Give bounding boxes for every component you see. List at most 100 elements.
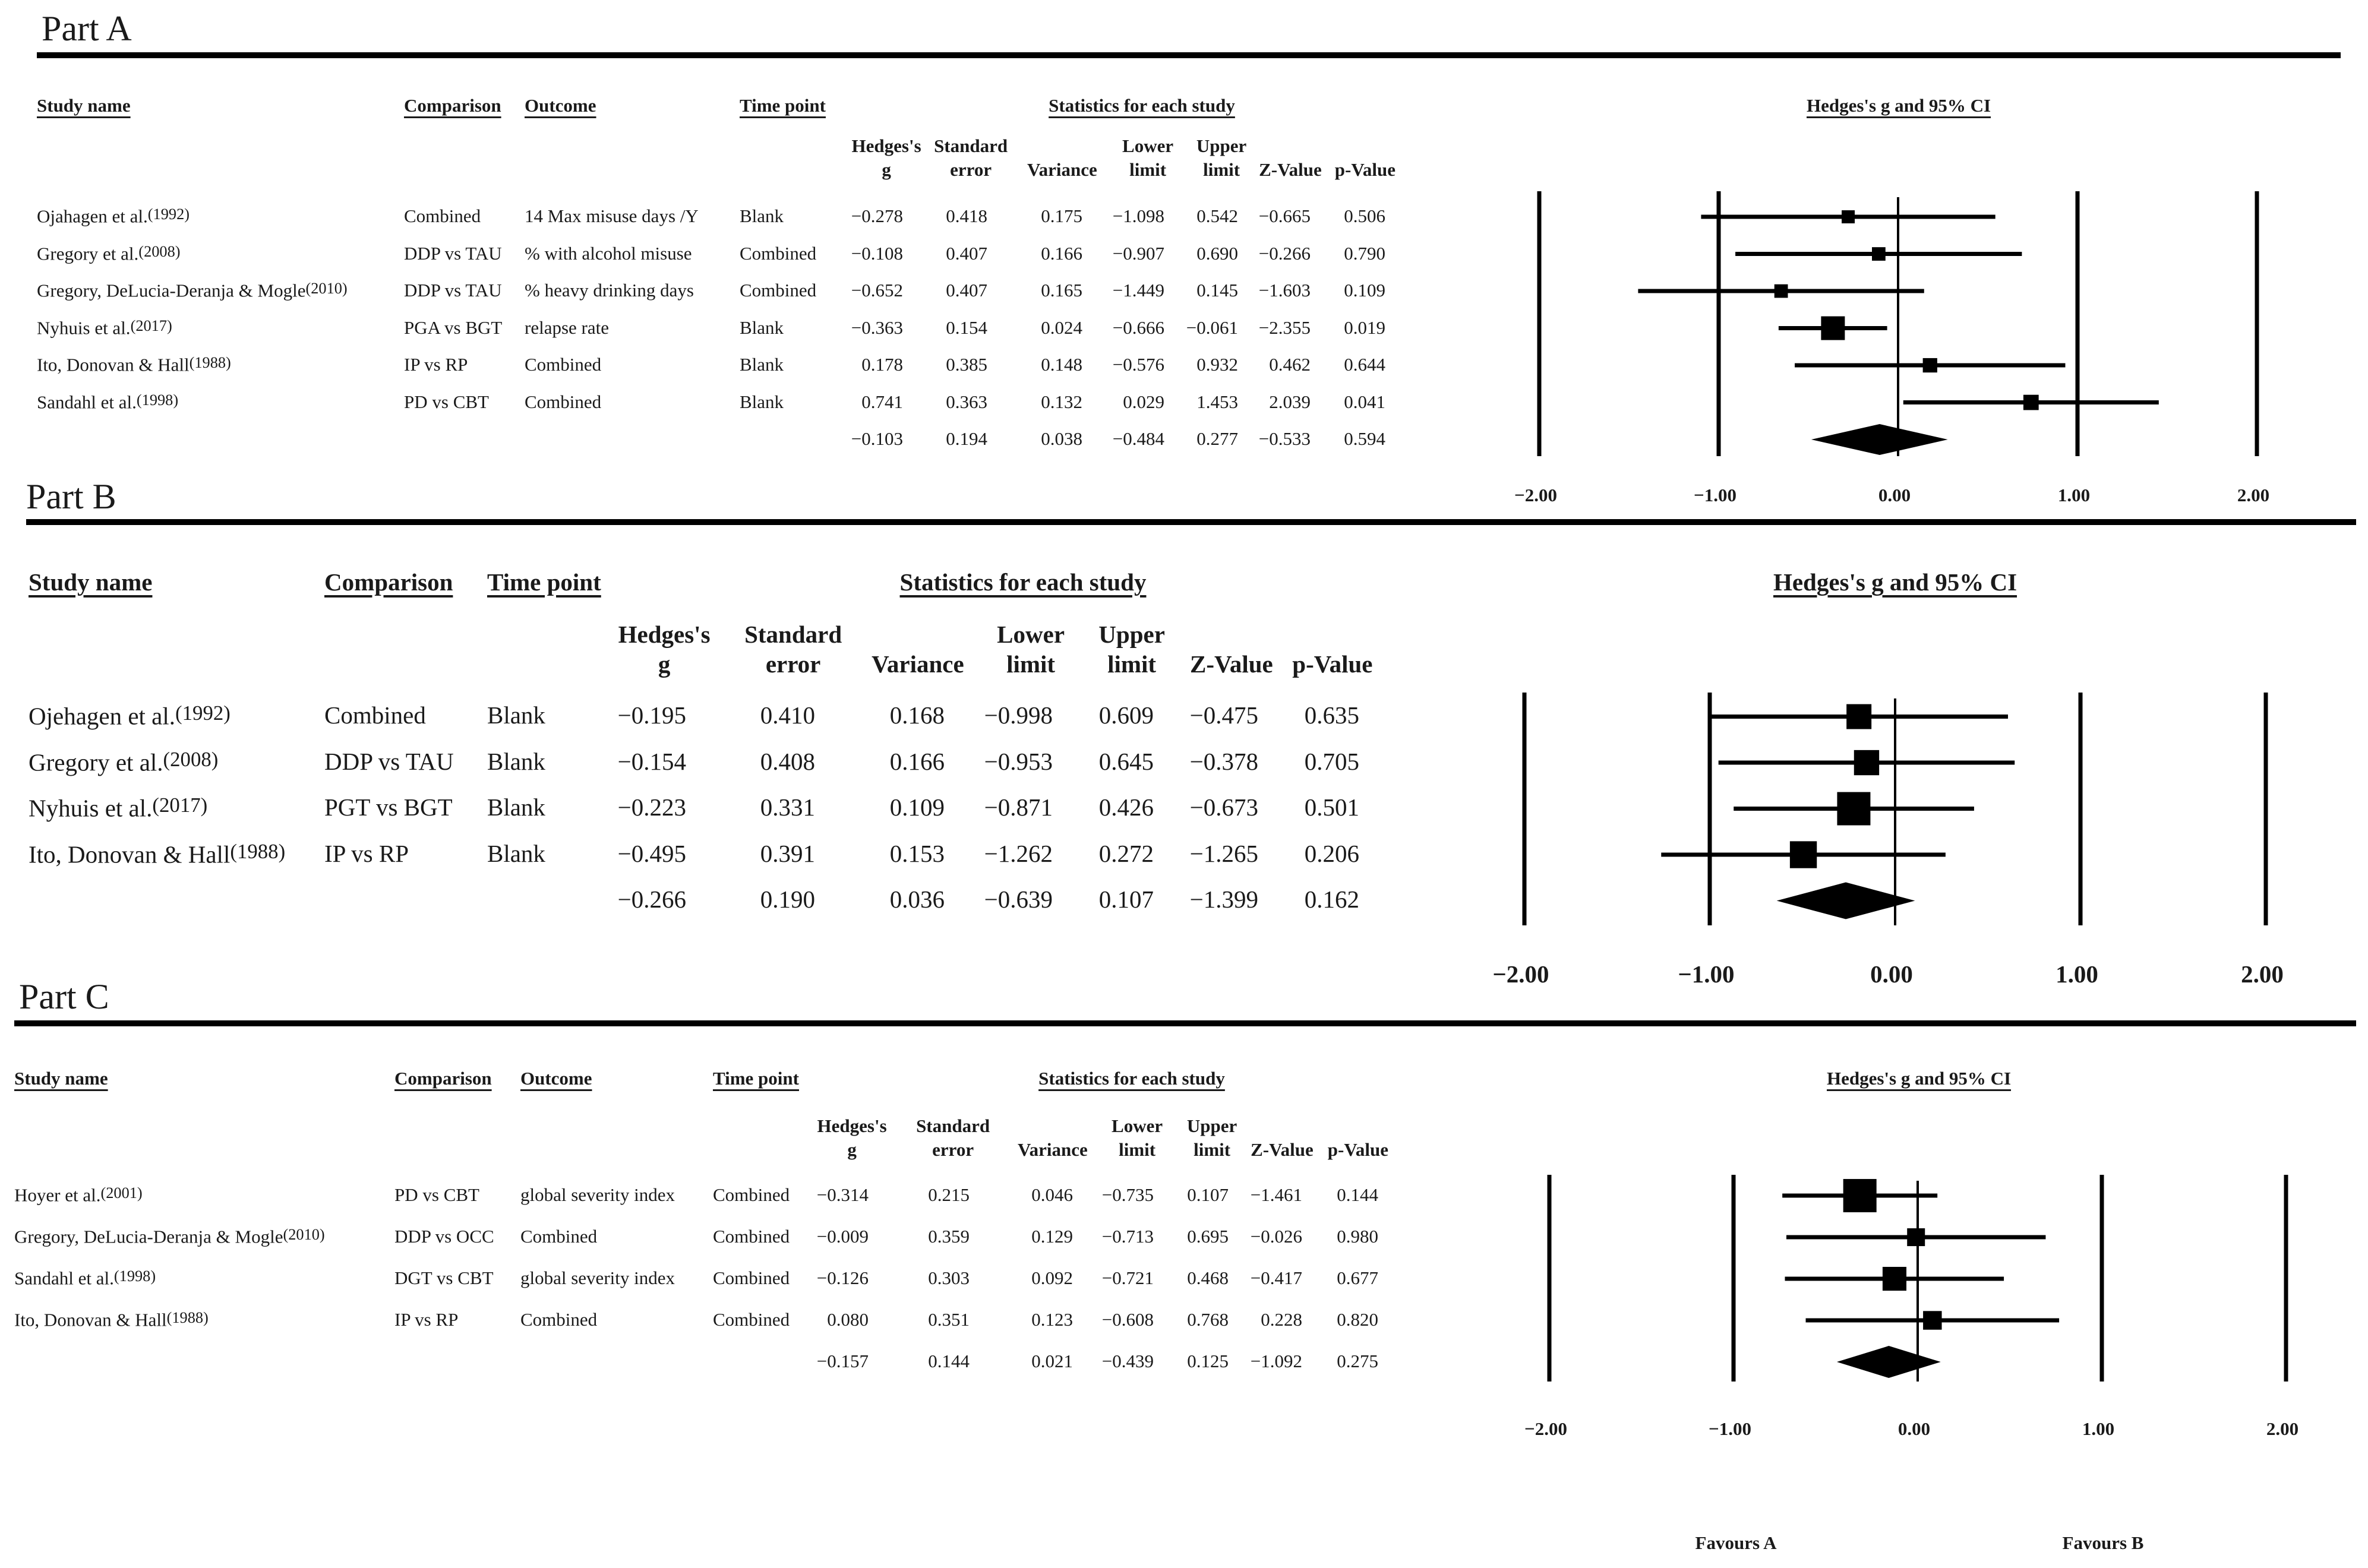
part-b-row-var: 0.166 xyxy=(889,747,945,775)
part-a-row-g: −0.108 xyxy=(851,242,903,264)
part-c-tick-label: 0.00 xyxy=(1897,1418,1931,1439)
part-a-title: Part A xyxy=(42,9,132,48)
study-year-text: (1988) xyxy=(189,354,231,371)
part-c-summary-upper: 0.125 xyxy=(1187,1351,1229,1371)
part-c-point-marker xyxy=(1923,1311,1942,1330)
part-a-row-comparison: PGA vs BGT xyxy=(404,317,503,338)
part-a-header-hedges-ci: Hedges's g and 95% CI xyxy=(1806,95,1991,116)
study-year-text: (2008) xyxy=(138,242,181,260)
study-year-text: (1998) xyxy=(136,391,179,409)
part-b-header-study: Study name xyxy=(29,568,153,596)
part-c-title: Part C xyxy=(19,977,109,1016)
part-b-subheader-se-line2: error xyxy=(765,650,821,678)
part-b-summary-upper: 0.107 xyxy=(1098,886,1154,913)
part-a-subheader-g-line2: g xyxy=(882,159,891,180)
part-c-row-se: 0.359 xyxy=(928,1226,970,1247)
part-b-header-comparison: Comparison xyxy=(324,568,453,596)
part-c-row-z: −0.026 xyxy=(1250,1226,1302,1247)
study-name-text: Gregory et al. xyxy=(37,243,139,264)
part-b-row-comparison: PGT vs BGT xyxy=(324,794,453,821)
part-c-subheader-se-line2: error xyxy=(932,1139,974,1160)
part-a-row-se: 0.418 xyxy=(946,206,987,226)
part-c-subheader-upper-line2: limit xyxy=(1194,1139,1231,1160)
part-b-row-timepoint: Blank xyxy=(487,701,545,729)
part-c-summary-lower: −0.439 xyxy=(1101,1351,1154,1371)
part-a-point-marker xyxy=(1872,247,1886,261)
part-a-row-se: 0.154 xyxy=(946,317,987,338)
part-c-subheader-g-line1: Hedges's xyxy=(817,1115,887,1136)
part-a-point-marker xyxy=(1774,284,1788,298)
part-b-header-statistics: Statistics for each study xyxy=(899,568,1147,596)
part-a-tick-label: −1.00 xyxy=(1694,485,1736,505)
part-a-row-outcome: Combined xyxy=(525,354,602,375)
part-a-row-var: 0.024 xyxy=(1041,317,1082,338)
part-b-summary-diamond xyxy=(1776,882,1915,919)
part-b-subheader-z: Z-Value xyxy=(1190,650,1273,678)
part-b-row-study: Nyhuis et al.(2017) xyxy=(29,795,207,820)
part-b-row-se: 0.410 xyxy=(760,701,815,729)
part-a-row-study: Ito, Donovan & Hall(1988) xyxy=(37,355,231,374)
part-c-summary-se: 0.144 xyxy=(928,1351,970,1371)
part-a-summary-diamond xyxy=(1811,424,1948,456)
part-a-row-outcome: % with alcohol misuse xyxy=(525,242,692,264)
part-a-row-upper: 0.542 xyxy=(1196,206,1238,226)
part-a-row-upper: −0.061 xyxy=(1186,317,1238,338)
part-a-row-lower: −0.576 xyxy=(1112,354,1164,375)
part-a-row-lower: 0.029 xyxy=(1123,391,1164,412)
part-b-row-upper: 0.645 xyxy=(1098,747,1154,775)
part-a-row-timepoint: Blank xyxy=(740,391,784,412)
part-a-row-p: 0.019 xyxy=(1344,317,1385,338)
part-a-row-g: −0.652 xyxy=(851,280,903,301)
part-b-summary-g: −0.266 xyxy=(617,886,686,913)
part-a-header-outcome: Outcome xyxy=(525,95,596,116)
part-c-point-marker xyxy=(1843,1179,1877,1213)
part-a-summary-lower: −0.484 xyxy=(1112,428,1164,449)
part-a-point-marker xyxy=(1821,316,1845,340)
part-b-row-comparison: DDP vs TAU xyxy=(324,747,454,775)
part-a-row-outcome: % heavy drinking days xyxy=(525,280,694,301)
part-b-summary-z: −1.399 xyxy=(1189,886,1258,913)
study-name-text: Gregory, DeLucia-Deranja & Mogle xyxy=(14,1226,283,1247)
part-c-subheader-p: p-Value xyxy=(1327,1139,1388,1160)
part-b-row-upper: 0.272 xyxy=(1098,839,1154,867)
part-c-separator xyxy=(14,1020,2356,1026)
part-b-row-upper: 0.609 xyxy=(1098,701,1154,729)
part-a-row-lower: −0.907 xyxy=(1112,242,1164,264)
part-a-row-lower: −1.449 xyxy=(1112,280,1164,301)
part-c-subheader-lower-line2: limit xyxy=(1119,1139,1156,1160)
part-c-row-upper: 0.468 xyxy=(1187,1267,1229,1288)
part-a-row-lower: −1.098 xyxy=(1112,206,1164,226)
part-a-point-marker xyxy=(2023,394,2039,410)
part-c-row-var: 0.092 xyxy=(1031,1267,1073,1288)
part-a-subheader-g-line1: Hedges's xyxy=(851,135,921,156)
part-a-row-z: −2.355 xyxy=(1258,317,1311,338)
part-a-row-study: Nyhuis et al.(2017) xyxy=(37,318,172,337)
part-b-subheader-lower-line1: Lower xyxy=(997,621,1065,648)
part-a-row-z: 0.462 xyxy=(1269,354,1311,375)
part-b-subheader-se-line1: Standard xyxy=(744,621,842,648)
part-b-subheader-g-line2: g xyxy=(658,650,671,678)
part-c-subheader-upper-line1: Upper xyxy=(1186,1115,1237,1136)
part-b-row-lower: −0.871 xyxy=(984,794,1053,821)
part-c-row-comparison: PD vs CBT xyxy=(394,1184,479,1205)
part-b-point-marker xyxy=(1789,841,1817,868)
part-a-header-study: Study name xyxy=(37,95,131,116)
part-b-row-lower: −0.998 xyxy=(984,701,1053,729)
part-c-point-marker xyxy=(1882,1266,1906,1291)
part-a-row-g: 0.741 xyxy=(861,391,903,412)
part-b-row-study: Gregory et al.(2008) xyxy=(29,749,218,774)
study-year-text: (1992) xyxy=(175,701,231,725)
study-year-text: (2017) xyxy=(130,317,172,334)
part-c-row-p: 0.144 xyxy=(1337,1184,1378,1205)
part-a-row-outcome: relapse rate xyxy=(525,317,609,338)
part-b-summary-se: 0.190 xyxy=(760,886,815,913)
part-b-tick-label: 1.00 xyxy=(2056,960,2098,988)
part-c-row-p: 0.980 xyxy=(1337,1226,1378,1247)
study-year-text: (1988) xyxy=(166,1309,209,1326)
part-a-row-p: 0.644 xyxy=(1344,354,1385,375)
part-c-tick-label: 2.00 xyxy=(2266,1418,2299,1439)
part-b-row-timepoint: Blank xyxy=(487,794,545,821)
part-c-row-outcome: global severity index xyxy=(520,1184,675,1205)
part-a-row-var: 0.148 xyxy=(1041,354,1082,375)
part-c-row-g: 0.080 xyxy=(827,1309,869,1330)
